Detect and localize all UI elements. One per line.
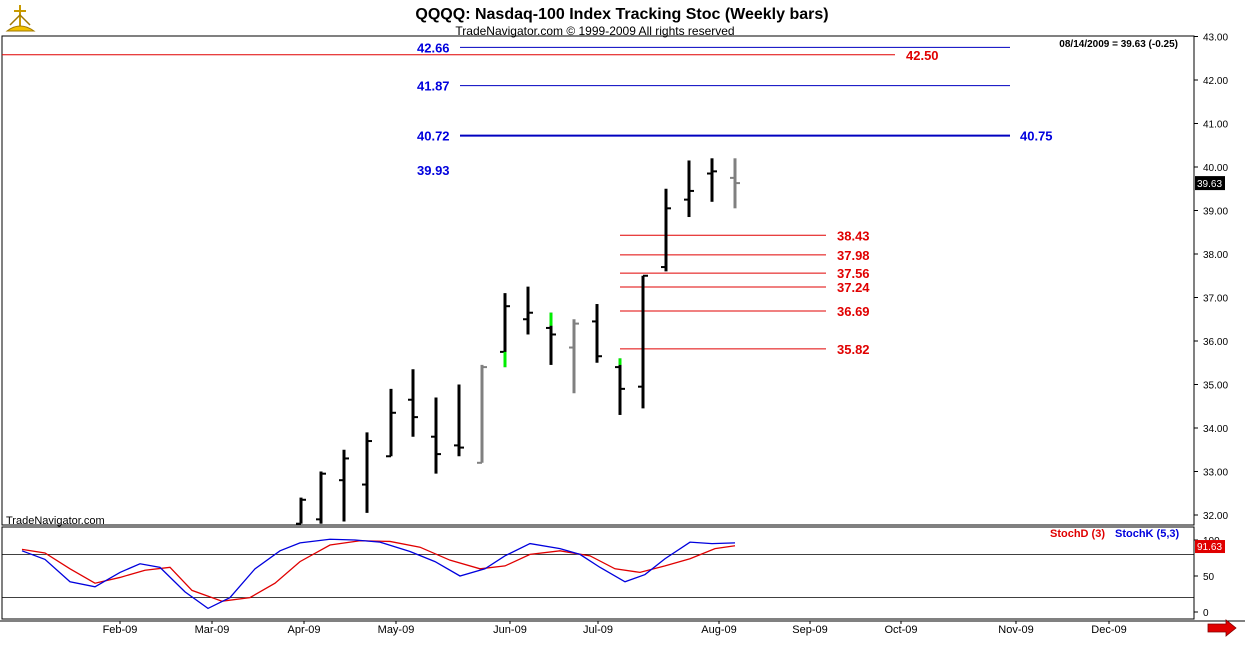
quote-readout: 08/14/2009 = 39.63 (-0.25) <box>1059 39 1178 50</box>
tradenavigator-logo-icon <box>5 5 36 32</box>
x-axis-tick-label: Jun-09 <box>493 624 527 636</box>
x-axis-tick-label: Feb-09 <box>103 624 138 636</box>
x-axis-tick-label: Aug-09 <box>701 624 736 636</box>
last-price-box <box>1195 176 1225 191</box>
red-level-label: 37.98 <box>837 248 870 263</box>
stoch-legend-entry: StochD (3) <box>1050 528 1105 540</box>
stoch-panel-frame <box>1 526 1195 620</box>
price-panel-frame <box>1 35 1195 526</box>
last-price-label: 39.63 <box>1197 179 1222 190</box>
stoch-last-value-box <box>1195 540 1225 554</box>
stoch-legend-entry: StochK (5,3) <box>1115 528 1180 540</box>
blue-level-label: 41.87 <box>417 79 450 94</box>
price-y-tick-label: 34.00 <box>1203 424 1228 435</box>
red-level-label: 37.24 <box>837 280 870 295</box>
price-y-tick-label: 39.00 <box>1203 207 1228 218</box>
x-axis-tick-label: Oct-09 <box>884 624 917 636</box>
x-axis-tick-label: Apr-09 <box>287 624 320 636</box>
blue-level-right-label: 40.75 <box>1020 129 1053 144</box>
x-axis-tick-label: Sep-09 <box>792 624 827 636</box>
x-axis-tick-label: Jul-09 <box>583 624 613 636</box>
price-y-axis: 32.00 33.00 34.00 35.00 36.00 37.00 38.00 39.00… <box>1194 33 1228 522</box>
price-y-tick-label: 32.00 <box>1203 511 1228 522</box>
price-y-tick-label: 43.00 <box>1203 33 1228 44</box>
red-level-label: 37.56 <box>837 266 870 281</box>
price-y-tick-label: 42.00 <box>1203 76 1228 87</box>
price-y-tick-label: 37.00 <box>1203 294 1228 305</box>
red-level-label: 38.43 <box>837 228 870 243</box>
time-x-axis: Feb-09 Mar-09 Apr-09 May-09 Jun-09 Jul-09 Aug-… <box>103 621 1127 636</box>
price-y-tick-label: 35.00 <box>1203 381 1228 392</box>
x-axis-tick-label: Mar-09 <box>195 624 230 636</box>
stoch-y-tick-label: 0 <box>1203 608 1209 619</box>
stoch-series-line <box>21 538 736 610</box>
chart-title: QQQQ: Nasdaq-100 Index Tracking Stoc (We… <box>415 6 828 23</box>
x-axis-tick-label: May-09 <box>378 624 415 636</box>
price-y-tick-label: 36.00 <box>1203 337 1228 348</box>
stoch-y-tick-label: 50 <box>1203 572 1215 583</box>
blue-level-label: 39.93 <box>417 163 450 178</box>
red-level-label: 42.50 <box>906 48 939 63</box>
chart-subtitle: TradeNavigator.com © 1999-2009 All right… <box>455 24 734 38</box>
blue-level-label: 40.72 <box>417 129 450 144</box>
watermark-text: TradeNavigator.com <box>6 515 105 527</box>
red-level-label: 36.69 <box>837 304 870 319</box>
price-y-tick-label: 33.00 <box>1203 468 1228 479</box>
x-axis-tick-label: Nov-09 <box>998 624 1033 636</box>
stoch-last-value-label: 91.63 <box>1197 542 1222 553</box>
red-level-label: 35.82 <box>837 342 870 357</box>
price-y-tick-label: 41.00 <box>1203 120 1228 131</box>
scroll-right-arrow-icon[interactable] <box>1207 619 1237 637</box>
price-y-tick-label: 38.00 <box>1203 250 1228 261</box>
level-lines: 42.66 41.87 40.72 40.75 39.93 42.50 38.43 37.98… <box>2 40 1053 357</box>
x-axis-tick-label: Dec-09 <box>1091 624 1126 636</box>
price-y-tick-label: 40.00 <box>1203 163 1228 174</box>
blue-level-label: 42.66 <box>417 40 450 55</box>
price-bars <box>296 158 740 525</box>
